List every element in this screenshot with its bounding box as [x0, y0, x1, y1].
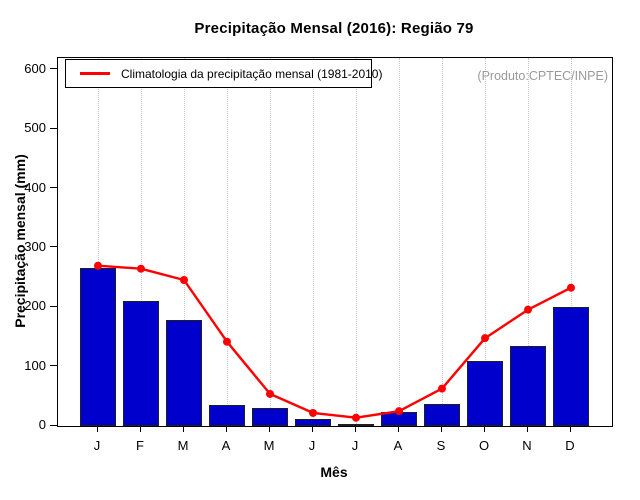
x-tick-mark: [569, 426, 571, 432]
x-tick-mark: [182, 426, 184, 432]
gridline: [270, 58, 271, 426]
y-tick-label: 600: [24, 60, 46, 76]
y-tick-mark: [50, 127, 57, 129]
gridline: [98, 58, 99, 426]
x-tick-mark: [483, 426, 485, 432]
gridline: [485, 58, 486, 426]
x-tick-label-A-3: A: [221, 438, 231, 453]
y-tick-mark: [50, 424, 57, 426]
y-tick-mark: [50, 305, 57, 307]
x-tick-label-F-1: F: [136, 438, 144, 453]
y-tick-mark: [50, 187, 57, 189]
x-axis-label: Mês: [320, 464, 348, 480]
legend-label: Climatologia da precipitação mensal (198…: [121, 66, 383, 81]
plot-area: Climatologia da precipitação mensal (198…: [57, 57, 613, 427]
gridline: [442, 58, 443, 426]
x-tick-label-D-11: D: [565, 438, 575, 453]
x-tick-mark: [225, 426, 227, 432]
y-tick-label: 0: [38, 417, 46, 432]
x-tick-mark: [96, 426, 98, 432]
x-tick-mark: [311, 426, 313, 432]
y-tick-label: 500: [24, 120, 46, 136]
x-tick-label-S-8: S: [436, 438, 446, 453]
gridline: [356, 58, 357, 426]
bar-M-2: [166, 319, 202, 426]
gridline: [141, 58, 142, 426]
x-tick-label-N-10: N: [522, 438, 532, 453]
x-tick-label-M-2: M: [177, 438, 189, 453]
y-tick-label: 400: [24, 179, 46, 195]
gridline: [227, 58, 228, 426]
x-tick-mark: [440, 426, 442, 432]
x-tick-mark: [397, 426, 399, 432]
x-tick-mark: [354, 426, 356, 432]
y-tick-mark: [50, 365, 57, 367]
bar-F-1: [123, 300, 159, 426]
legend: Climatologia da precipitação mensal (198…: [65, 59, 382, 88]
x-tick-mark: [139, 426, 141, 432]
y-tick-mark: [50, 246, 57, 248]
bar-J-5: [295, 419, 331, 426]
x-tick-label-J-6: J: [351, 438, 359, 453]
y-tick-label: 200: [24, 298, 46, 314]
bar-J-0: [80, 267, 116, 426]
gridline: [184, 58, 185, 426]
producer-watermark: (Produto:CPTEC/INPE): [477, 69, 608, 83]
y-tick-label: 300: [24, 238, 46, 254]
gridline: [528, 58, 529, 426]
bar-J-6: [338, 424, 374, 426]
gridline: [313, 58, 314, 426]
x-tick-label-O-9: O: [478, 438, 490, 453]
y-tick-mark: [50, 68, 57, 70]
bar-O-9: [467, 360, 503, 426]
x-tick-mark: [268, 426, 270, 432]
y-tick-label: 100: [24, 357, 46, 373]
gridline: [571, 58, 572, 426]
gridline: [399, 58, 400, 426]
x-tick-label-J-0: J: [93, 438, 101, 453]
bar-A-7: [381, 411, 417, 426]
bar-D-11: [553, 307, 589, 426]
x-tick-label-A-7: A: [393, 438, 403, 453]
bar-A-3: [209, 405, 245, 426]
bar-N-10: [510, 345, 546, 426]
chart-title: Precipitação Mensal (2016): Região 79: [194, 20, 474, 37]
bar-S-8: [424, 404, 460, 426]
x-tick-label-M-4: M: [263, 438, 275, 453]
x-tick-label-J-5: J: [308, 438, 316, 453]
x-tick-mark: [526, 426, 528, 432]
legend-line-sample-icon: [80, 72, 110, 75]
bar-M-4: [252, 407, 288, 426]
